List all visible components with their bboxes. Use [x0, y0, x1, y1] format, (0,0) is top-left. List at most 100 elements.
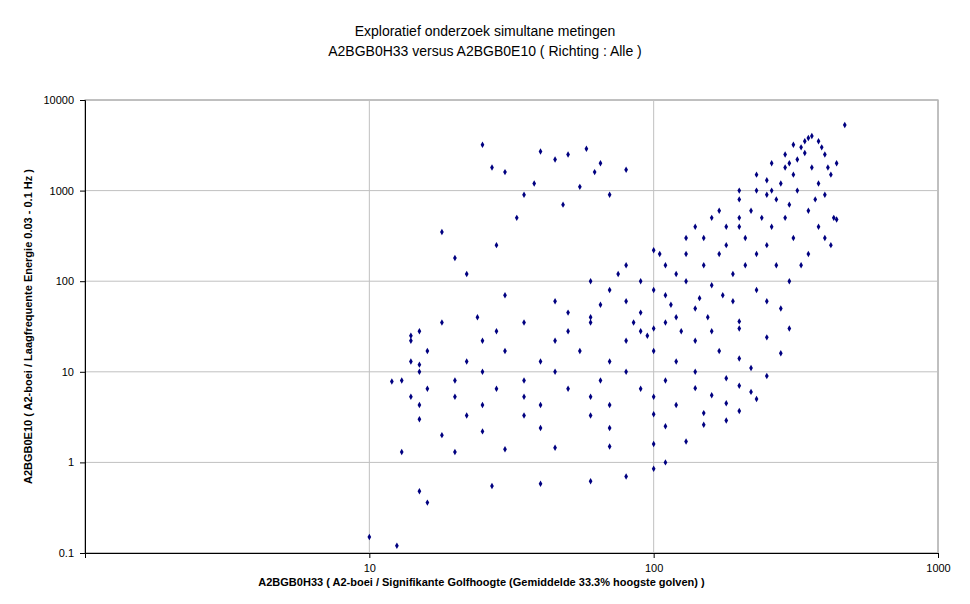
point [679, 328, 683, 334]
point [481, 338, 485, 344]
point [737, 325, 741, 331]
point [684, 278, 688, 284]
point [495, 242, 499, 248]
point [639, 386, 643, 392]
point [770, 223, 774, 229]
point [589, 478, 593, 484]
x-axis: 10 100 1000 [86, 553, 951, 574]
point [684, 235, 688, 241]
point [684, 438, 688, 444]
point [553, 445, 557, 451]
point [755, 251, 759, 257]
point [807, 135, 811, 141]
point [749, 207, 753, 213]
point [674, 358, 678, 364]
point [589, 394, 593, 400]
point [823, 235, 827, 241]
point [810, 133, 814, 139]
point [829, 171, 833, 177]
point [770, 160, 774, 166]
tick-mark [80, 100, 85, 101]
point [426, 499, 430, 505]
point [795, 187, 799, 193]
point [624, 298, 628, 304]
point [652, 394, 656, 400]
point [453, 394, 457, 400]
point [539, 425, 543, 431]
point [737, 383, 741, 389]
point [702, 410, 706, 416]
tick-label: 1000 [926, 562, 950, 574]
point [710, 215, 714, 221]
point [652, 411, 656, 417]
tick: 1000 [926, 553, 950, 574]
grid [85, 100, 938, 553]
point [624, 473, 628, 479]
point [658, 251, 662, 257]
point [539, 402, 543, 408]
point [515, 215, 519, 221]
point [755, 396, 759, 402]
point [652, 348, 656, 354]
point [817, 223, 821, 229]
grid-line-y [85, 281, 938, 282]
point [787, 325, 791, 331]
point [702, 262, 706, 268]
tick-mark [80, 191, 85, 192]
point [717, 251, 721, 257]
point [522, 394, 526, 400]
point [792, 171, 796, 177]
point [829, 242, 833, 248]
point [465, 358, 469, 364]
tick: 100 [645, 553, 663, 574]
point [395, 543, 399, 549]
point [426, 386, 430, 392]
point [724, 400, 728, 406]
point [817, 180, 821, 186]
point [737, 408, 741, 414]
tick-mark [369, 553, 370, 558]
point [674, 271, 678, 277]
point [453, 255, 457, 261]
point [608, 192, 612, 198]
point [755, 187, 759, 193]
point [779, 180, 783, 186]
point [717, 348, 721, 354]
point [693, 338, 697, 344]
point [702, 235, 706, 241]
point [783, 215, 787, 221]
point [710, 282, 714, 288]
tick-mark [80, 462, 85, 463]
point [608, 287, 612, 293]
point [799, 144, 803, 150]
grid-line-y [85, 100, 938, 101]
point [684, 251, 688, 257]
tick: 1000 [50, 185, 85, 197]
point [737, 215, 741, 221]
point [440, 229, 444, 235]
point [765, 192, 769, 198]
point [803, 150, 807, 156]
axis-line [86, 554, 939, 559]
point [652, 325, 656, 331]
tick-mark [80, 281, 85, 282]
point [624, 369, 628, 375]
point [503, 446, 507, 452]
y-axis: 0.1110100100010000 [43, 94, 85, 559]
tick: 10 [364, 553, 376, 574]
point [490, 164, 494, 170]
point [792, 142, 796, 148]
point [539, 481, 543, 487]
point [674, 314, 678, 320]
point [731, 271, 735, 277]
point [532, 180, 536, 186]
point [481, 142, 485, 148]
point [737, 355, 741, 361]
point [702, 422, 706, 428]
point [639, 278, 643, 284]
point [652, 247, 656, 253]
tick: 1 [68, 456, 85, 468]
point [522, 319, 526, 325]
point [481, 428, 485, 434]
point [566, 151, 570, 157]
